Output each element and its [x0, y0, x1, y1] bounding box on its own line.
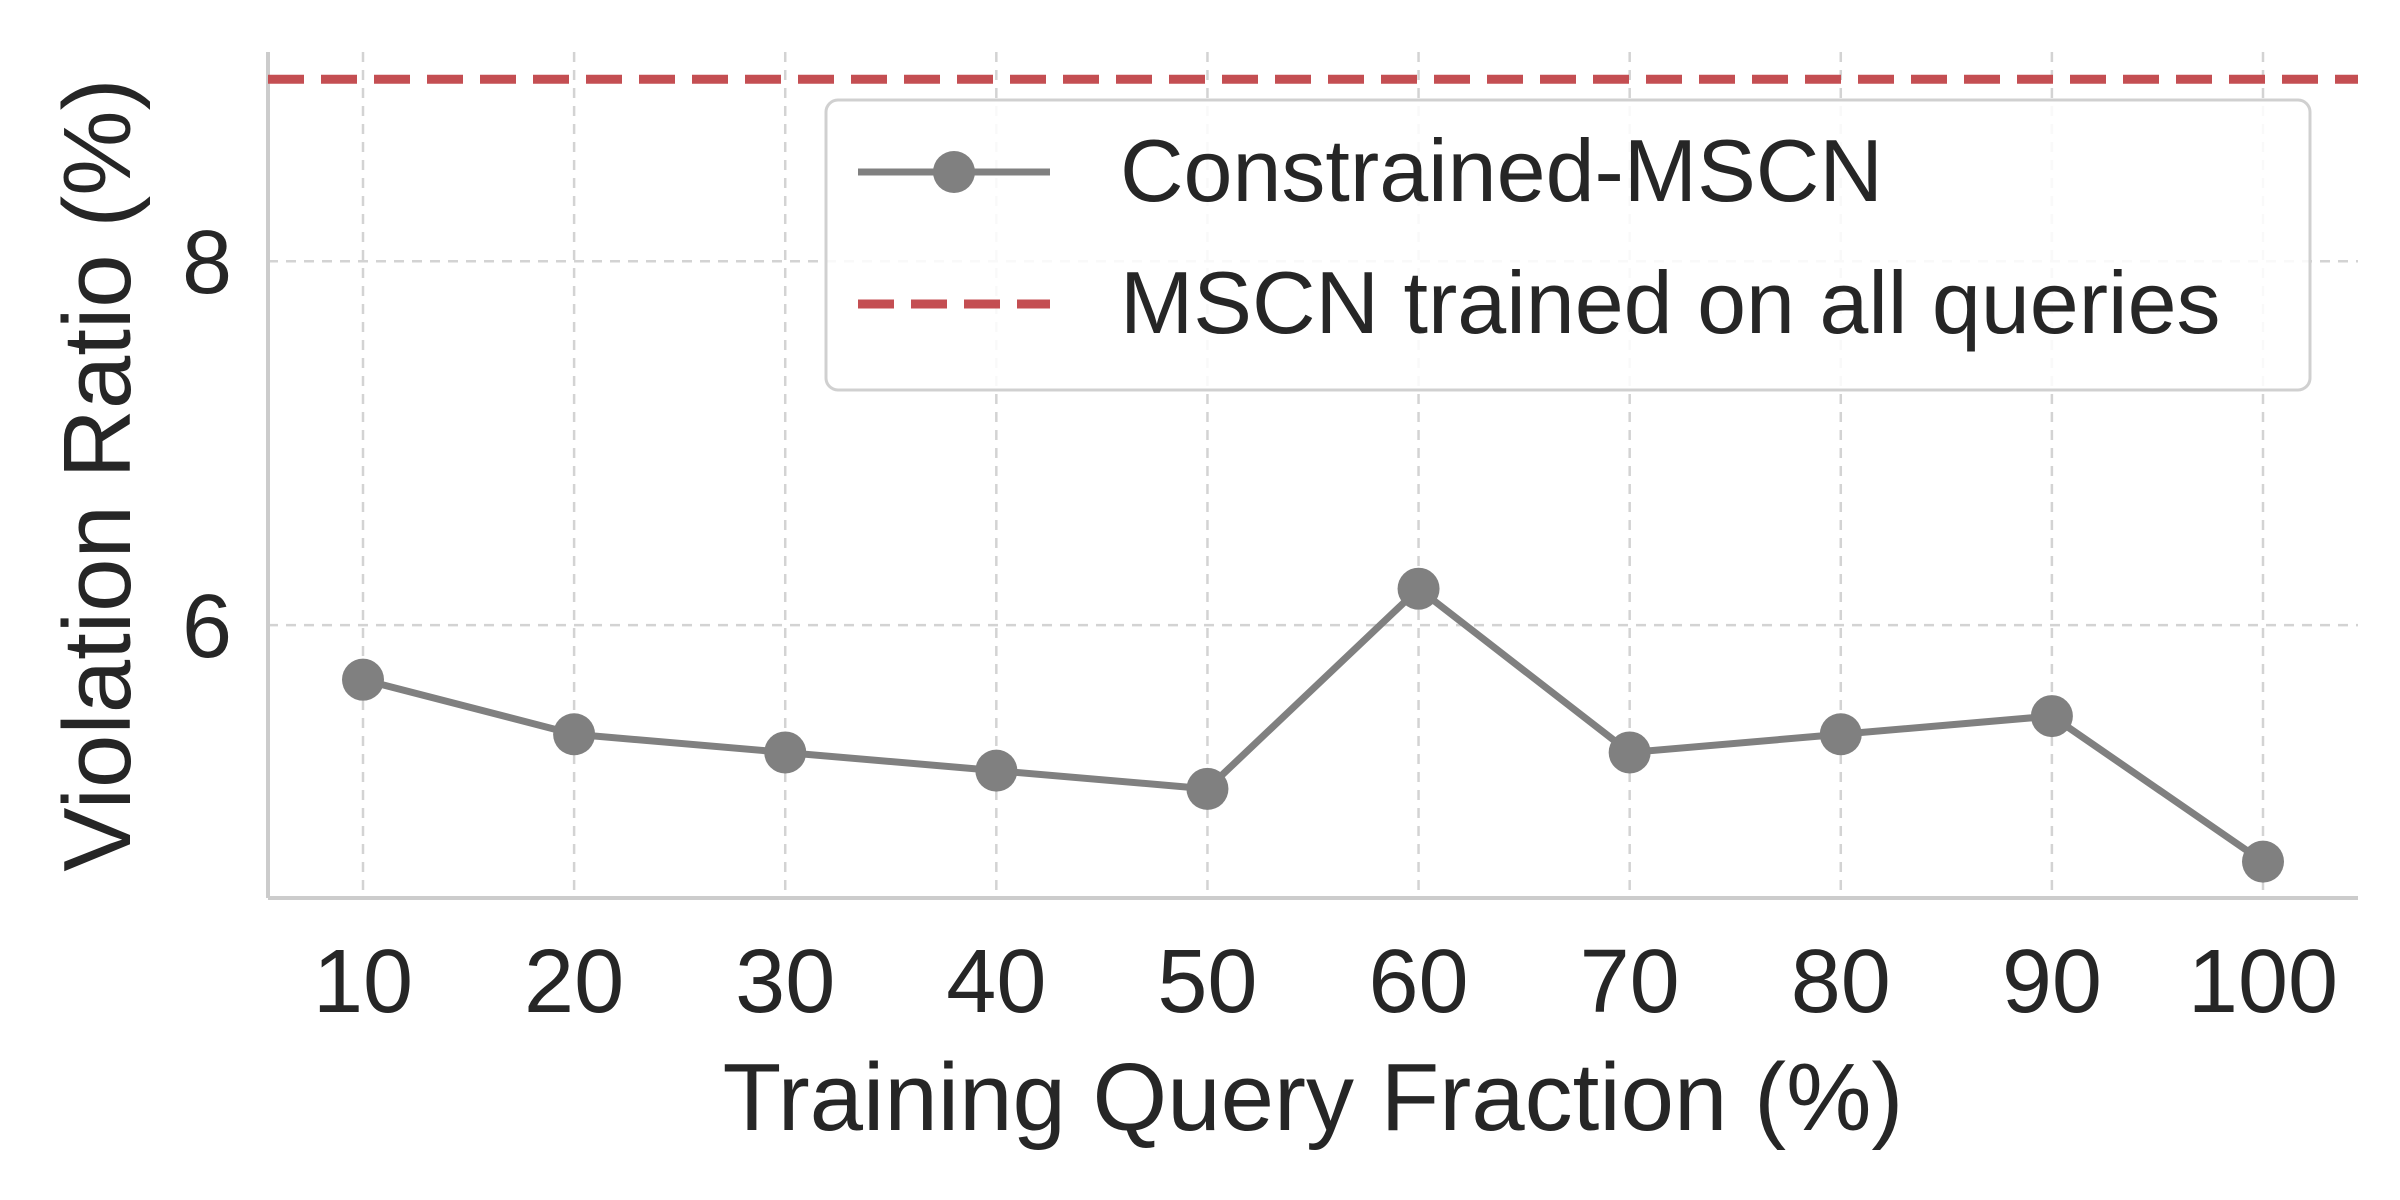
- x-tick-label-80: 80: [1791, 932, 1891, 1032]
- legend-box: [824, 98, 2312, 392]
- x-tick-label-10: 10: [313, 932, 413, 1032]
- data-point-30: [764, 731, 807, 774]
- x-tick-label-50: 50: [1157, 932, 1257, 1032]
- legend: Constrained-MSCN MSCN trained on all que…: [824, 98, 2312, 392]
- data-point-50: [1186, 767, 1229, 810]
- data-point-70: [1608, 731, 1651, 774]
- data-point-90: [2030, 695, 2073, 738]
- series-line-0: [362, 585, 2265, 865]
- data-point-10: [342, 658, 384, 701]
- data-point-20: [553, 713, 596, 756]
- x-tick-label-100: 100: [2188, 932, 2338, 1032]
- y-tick-label-6: 6: [182, 577, 232, 677]
- data-point-80: [1819, 713, 1862, 756]
- series-group: [342, 567, 2284, 883]
- y-tick-labels: 68: [182, 213, 232, 677]
- y-tick-label-8: 8: [182, 213, 232, 313]
- x-tick-label-60: 60: [1369, 932, 1469, 1032]
- axes: [266, 52, 2358, 900]
- data-point-40: [975, 749, 1018, 792]
- x-tick-label-20: 20: [524, 932, 624, 1032]
- legend-marker-constrained-mscn: [933, 151, 975, 193]
- x-axis-label: Training Query Fraction (%): [723, 1044, 1904, 1151]
- y-axis-label: Violation Ratio (%): [44, 78, 151, 871]
- legend-label-constrained-mscn: Constrained-MSCN: [1120, 121, 1883, 220]
- legend-label-mscn-all: MSCN trained on all queries: [1120, 253, 2221, 352]
- data-point-60: [1397, 567, 1440, 610]
- x-tick-label-90: 90: [2002, 932, 2102, 1032]
- x-tick-label-30: 30: [735, 932, 835, 1032]
- x-tick-label-40: 40: [946, 932, 1046, 1032]
- x-tick-label-70: 70: [1580, 932, 1680, 1032]
- x-tick-labels: 10 20 30 40 50 60 70 80 90 100: [313, 932, 2338, 1032]
- data-point-100: [2242, 840, 2284, 883]
